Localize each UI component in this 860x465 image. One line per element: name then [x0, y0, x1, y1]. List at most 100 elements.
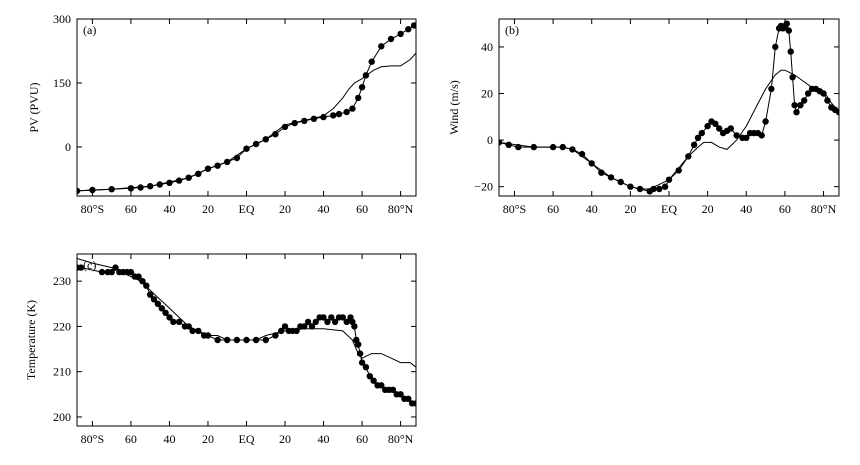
data-point [214, 336, 221, 344]
data-point [412, 400, 416, 407]
data-point [405, 26, 412, 33]
data-point [355, 341, 362, 348]
x-tick-label: 80°S [503, 202, 526, 216]
data-point [98, 268, 106, 276]
data-point [716, 125, 723, 132]
x-tick-label: 20 [202, 202, 214, 216]
y-tick-label: 20 [481, 87, 493, 101]
x-tick-label: 80°S [81, 202, 104, 216]
series-line [77, 52, 416, 192]
data-point [320, 314, 327, 321]
x-tick-label: 20 [702, 202, 714, 216]
data-point [331, 318, 339, 326]
data-point [324, 318, 331, 326]
data-point [127, 185, 135, 192]
series-line [77, 258, 416, 368]
data-point [339, 314, 346, 321]
data-point [505, 141, 512, 148]
data-point [77, 264, 85, 271]
data-point [170, 318, 177, 326]
y-tick-label: 40 [481, 40, 493, 54]
x-tick-label: 40 [318, 432, 330, 446]
x-tick-label: 60 [779, 202, 791, 216]
y-tick-label: 230 [53, 274, 71, 288]
y-tick-label: 300 [53, 12, 71, 26]
x-tick-label: 60 [356, 202, 368, 216]
data-point [127, 268, 135, 276]
x-tick-label: 80°N [388, 432, 414, 446]
x-tick-label: 60 [125, 432, 137, 446]
data-point [762, 118, 769, 125]
panel-label: (b) [505, 23, 519, 37]
y-tick-label: 220 [53, 319, 71, 333]
series-dotted-connector [77, 266, 416, 404]
y-tick-label: 150 [53, 76, 71, 90]
data-point [304, 318, 312, 326]
data-point [162, 309, 169, 316]
data-point [320, 113, 327, 121]
data-point [768, 85, 775, 93]
y-tick-label: 210 [53, 365, 71, 379]
data-point [308, 323, 316, 330]
data-point [712, 120, 719, 128]
x-tick-label: 80°N [811, 202, 837, 216]
data-point [370, 377, 377, 384]
plot-frame [76, 18, 417, 197]
x-tick-label: 40 [163, 202, 175, 216]
x-tick-label: 60 [356, 432, 368, 446]
data-point [175, 318, 183, 326]
data-point [397, 30, 404, 38]
data-point [397, 391, 404, 398]
data-point [727, 125, 734, 132]
chart-panel-2: (b) Wind (m/s) 80°S 60 40 20 EQ 20 40 60 80°N −20 0 2… [447, 18, 840, 216]
x-tick-label: 60 [125, 202, 137, 216]
data-point [147, 291, 154, 298]
chart-panel-3: (c)Temperature (K)80°S 60 40 20 EQ 20 40 60 80°N… [24, 253, 417, 446]
data-point [351, 323, 358, 330]
data-point [787, 48, 794, 55]
data-point [343, 108, 350, 116]
data-point [820, 90, 827, 97]
data-point [330, 112, 337, 119]
data-point [301, 323, 308, 330]
data-point [355, 94, 362, 102]
data-point [150, 296, 158, 303]
data-point [694, 134, 702, 141]
y-tick-label: 0 [487, 133, 493, 147]
data-point [366, 373, 373, 380]
x-tick-label: EQ [239, 202, 255, 216]
plot-area [77, 258, 416, 407]
plot-area [499, 20, 839, 195]
data-point [108, 268, 115, 276]
data-point [281, 123, 289, 131]
data-point [758, 132, 765, 139]
data-point [154, 300, 162, 307]
data-point [410, 22, 416, 29]
data-point [797, 102, 804, 109]
x-tick-label: EQ [661, 202, 677, 216]
panel-label: (a) [83, 23, 96, 37]
data-point [349, 105, 356, 112]
data-point [378, 43, 385, 50]
chart-panel-1: (a) PV (PVU) 80°S 60 40 20 EQ 20 40 60 80°N 0 150 300 [27, 12, 417, 216]
data-point [793, 109, 800, 116]
plot-frame [498, 18, 840, 197]
x-tick-label: 20 [624, 202, 636, 216]
data-point [801, 97, 808, 104]
data-point [312, 318, 319, 326]
data-point [743, 134, 750, 141]
y-tick-label: 0 [65, 140, 71, 154]
y-axis-title: Wind (m/s) [447, 80, 461, 135]
data-point [362, 364, 370, 371]
data-point [272, 131, 279, 138]
data-point [804, 90, 812, 97]
y-axis-title: Temperature (K) [24, 300, 38, 380]
data-point [389, 386, 397, 393]
data-point [785, 27, 792, 34]
series-dotted-connector [499, 22, 839, 192]
data-point [378, 382, 385, 389]
data-point [387, 35, 395, 43]
data-point [405, 395, 412, 402]
x-tick-label: 20 [279, 202, 291, 216]
x-tick-label: 20 [202, 432, 214, 446]
